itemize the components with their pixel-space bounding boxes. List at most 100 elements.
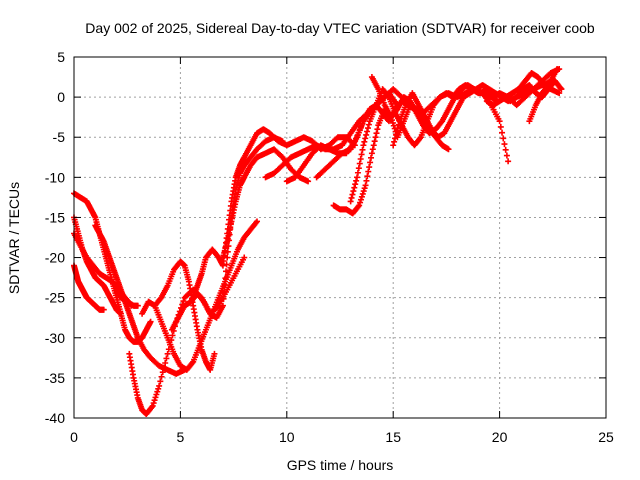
x-tick-label: 0 <box>70 429 78 445</box>
data-point <box>368 154 375 161</box>
data-point <box>372 134 379 141</box>
data-point <box>164 350 171 357</box>
x-tick-label: 15 <box>385 429 401 445</box>
data-point <box>392 131 399 138</box>
y-tick-label: -25 <box>45 290 65 306</box>
series-track-19 <box>390 82 563 149</box>
y-axis-label: SDTVAR / TECUs <box>6 182 22 294</box>
data-point <box>364 125 371 132</box>
data-point <box>445 146 452 153</box>
data-point <box>348 194 355 201</box>
data-point <box>354 174 361 181</box>
data-point <box>150 400 157 407</box>
data-point <box>160 364 167 371</box>
y-tick-label: -5 <box>53 129 66 145</box>
data-point <box>359 190 366 197</box>
data-point <box>154 388 161 395</box>
y-tick-label: -20 <box>45 250 65 266</box>
data-point <box>365 121 372 128</box>
y-tick-label: 5 <box>57 49 65 65</box>
data-point <box>356 202 363 209</box>
data-point <box>374 126 381 133</box>
data-point <box>556 90 563 97</box>
data-point <box>395 121 402 128</box>
data-point <box>390 122 397 129</box>
data-point <box>355 203 362 210</box>
data-point <box>155 385 162 392</box>
data-point <box>393 128 400 135</box>
data-point <box>347 198 354 205</box>
data-point <box>363 177 370 184</box>
data-point <box>158 373 165 380</box>
data-point <box>241 254 248 261</box>
y-tick-label: -10 <box>45 169 65 185</box>
series-track-6 <box>113 286 141 309</box>
y-tick-label: -15 <box>45 209 65 225</box>
data-point <box>159 369 166 376</box>
data-point <box>355 165 362 172</box>
y-tick-label: -30 <box>45 330 65 346</box>
data-point <box>364 128 371 135</box>
x-tick-label: 20 <box>492 429 508 445</box>
data-point <box>557 84 564 91</box>
y-tick-label: -40 <box>45 410 65 426</box>
x-tick-label: 25 <box>598 429 614 445</box>
x-tick-label: 5 <box>177 429 185 445</box>
series-track-17 <box>347 82 501 205</box>
data-point <box>391 138 398 145</box>
series-track-5 <box>92 222 188 377</box>
data-point <box>169 332 176 339</box>
data-point <box>151 397 158 404</box>
data-point <box>500 135 507 142</box>
data-point <box>499 129 506 136</box>
data-point <box>363 131 370 138</box>
data-point <box>305 178 312 185</box>
data-point <box>223 268 229 275</box>
data-point <box>221 282 228 289</box>
data-point <box>148 404 155 411</box>
x-tick-label: 10 <box>279 429 295 445</box>
x-axis-label: GPS time / hours <box>287 457 394 473</box>
data-point <box>361 185 368 192</box>
data-point <box>253 219 260 226</box>
data-point <box>356 160 363 167</box>
data-point <box>149 402 156 409</box>
data-point <box>496 118 503 125</box>
data-point <box>365 168 372 175</box>
data-point <box>390 142 397 149</box>
data-point <box>358 193 365 200</box>
data-point <box>357 155 364 162</box>
data-point <box>373 130 380 137</box>
data-point <box>189 359 196 366</box>
data-points <box>71 66 565 417</box>
data-point <box>416 135 423 142</box>
data-point <box>157 378 164 385</box>
data-point <box>392 135 399 142</box>
data-point <box>162 359 169 366</box>
data-point <box>100 306 107 313</box>
data-point <box>350 188 357 195</box>
data-point <box>134 302 141 309</box>
data-point <box>219 302 226 309</box>
data-point <box>362 135 369 142</box>
series-track-22 <box>526 78 565 125</box>
data-point <box>389 119 396 126</box>
series-track-9 <box>151 258 218 373</box>
axis-ticks <box>73 56 607 419</box>
data-point <box>117 310 124 317</box>
data-point <box>357 196 364 203</box>
data-point <box>254 218 261 225</box>
data-point <box>385 92 392 99</box>
data-point <box>351 184 358 191</box>
series-track-15 <box>313 86 512 181</box>
data-point <box>558 86 565 93</box>
chart-title: Day 002 of 2025, Sidereal Day-to-day VTE… <box>85 20 595 36</box>
data-point <box>368 150 375 157</box>
data-point <box>353 177 360 184</box>
data-point <box>222 275 229 282</box>
data-point <box>360 188 367 195</box>
data-point <box>554 66 561 73</box>
y-tick-label: 0 <box>57 89 65 105</box>
data-point <box>366 164 373 171</box>
